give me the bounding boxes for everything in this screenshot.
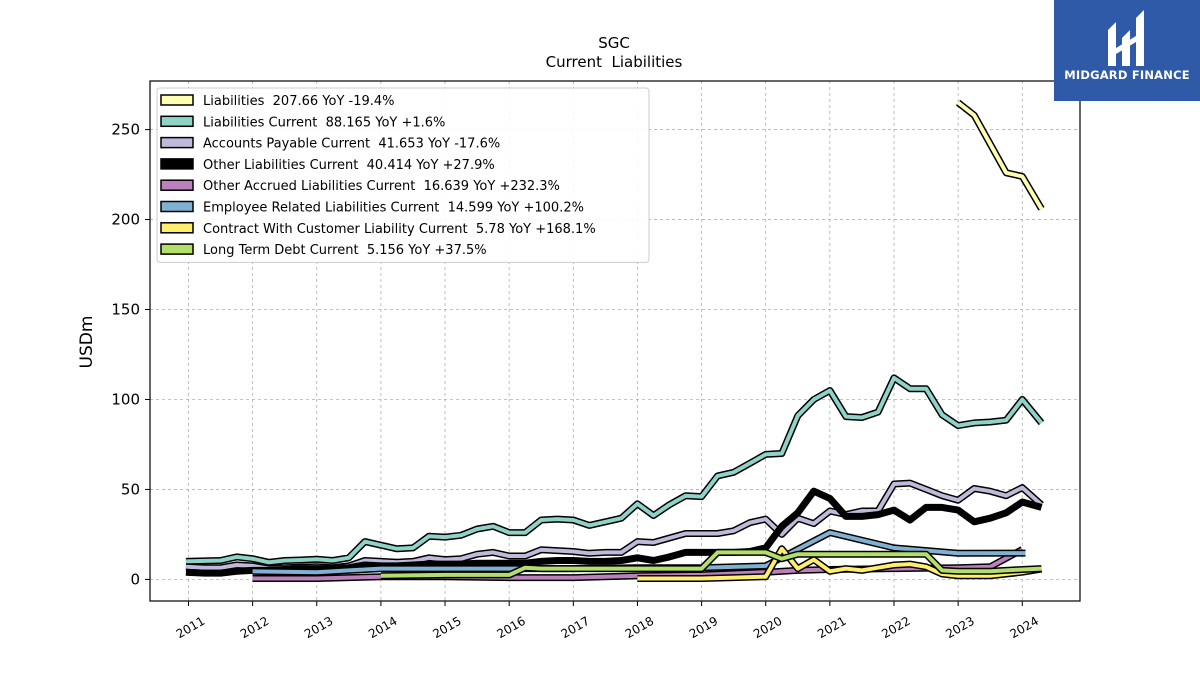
series-line: [185, 375, 1044, 565]
series-liabilities: [955, 99, 1045, 211]
midgard-finance-logo: MIDGARD FINANCE: [1054, 0, 1200, 101]
plot-frame: [149, 80, 1081, 602]
x-tick-label: 2020: [751, 614, 784, 641]
x-tick-label: 2016: [494, 614, 527, 641]
x-tick-label: 2023: [943, 614, 976, 641]
series-outline: [185, 374, 1045, 566]
x-tick-label: 2018: [623, 614, 656, 641]
chart-subtitle: Current Liabilities: [546, 53, 683, 71]
legend-swatch: [160, 94, 194, 106]
y-tick-label: 150: [111, 301, 140, 319]
y-tick-label: 250: [111, 121, 140, 139]
legend-label: Accounts Payable Current 41.653 YoY -17.…: [203, 137, 500, 152]
chart-title: SGC: [598, 34, 630, 52]
legend-swatch: [160, 222, 194, 234]
legend-swatch: [160, 179, 194, 191]
x-tick-label: 2024: [1008, 614, 1041, 641]
legend-swatch: [160, 158, 194, 170]
y-axis-label: USDm: [77, 316, 97, 369]
y-tick-label: 0: [130, 570, 140, 588]
legend-swatch: [160, 115, 194, 128]
midgard-logo-icon: [1108, 10, 1144, 66]
x-tick-label: 2011: [174, 614, 207, 641]
legend-label: Liabilities Current 88.165 YoY +1.6%: [203, 115, 445, 130]
y-tick-label: 200: [111, 211, 140, 229]
x-tick-label: 2012: [238, 614, 271, 641]
y-tick-label: 100: [111, 390, 140, 408]
x-tick-label: 2021: [815, 614, 848, 641]
logo-text: MIDGARD FINANCE: [1064, 68, 1190, 82]
legend-box: [156, 87, 650, 263]
legend-label: Employee Related Liabilities Current 14.…: [203, 201, 584, 216]
series-long-term-debt-current: [380, 548, 1042, 580]
x-tick-label: 2015: [430, 614, 463, 641]
legend-label: Contract With Customer Liability Current…: [203, 222, 596, 237]
legend-label: Other Liabilities Current 40.414 YoY +27…: [203, 158, 495, 173]
legend-swatch: [160, 200, 194, 213]
x-tick-label: 2013: [302, 614, 335, 641]
legend: Liabilities 207.66 YoY -19.4% Liabilities…: [156, 87, 650, 263]
series-lines: [185, 99, 1045, 582]
legend-swatch: [160, 243, 194, 255]
legend-label: Other Accrued Liabilities Current 16.639…: [203, 179, 560, 194]
x-tick-label: 2022: [879, 614, 912, 641]
series-line: [637, 546, 1042, 581]
y-tick-label: 50: [121, 480, 140, 498]
legend-label: Liabilities 207.66 YoY -19.4%: [203, 94, 395, 109]
series-line: [956, 101, 1044, 210]
legend-swatch: [160, 136, 194, 149]
x-tick-label: 2019: [687, 614, 720, 641]
series-outline: [955, 99, 1045, 211]
series-liabilities-current: [185, 374, 1045, 566]
series-line: [380, 550, 1042, 578]
series-contract-with-customer-liability-current: [637, 545, 1043, 582]
x-tick-label: 2017: [559, 614, 592, 641]
x-tick-label: 2014: [366, 614, 399, 641]
legend-label: Long Term Debt Current 5.156 YoY +37.5%: [203, 243, 487, 258]
